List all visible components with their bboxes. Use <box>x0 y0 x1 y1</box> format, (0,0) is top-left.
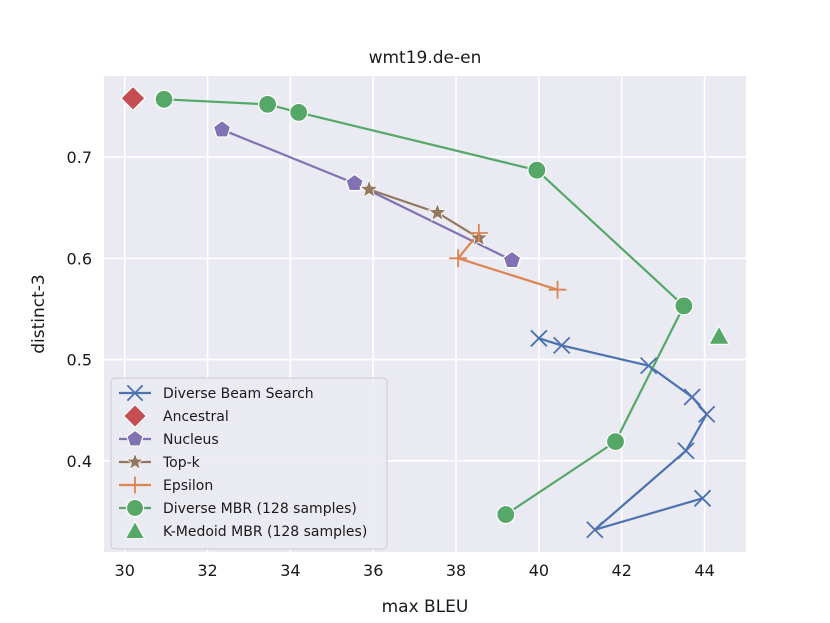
x-tick-label: 44 <box>694 561 714 580</box>
diverse-mbr-128-samples-point <box>527 160 547 180</box>
x-tick-label: 38 <box>446 561 466 580</box>
legend-item-ancestral: Ancestral <box>122 403 229 429</box>
epsilon-point <box>548 280 567 299</box>
diverse-beam-search-point <box>677 442 695 460</box>
x-tick-label: 40 <box>529 561 549 580</box>
legend-label: K-Medoid MBR (128 samples) <box>163 524 367 540</box>
k-medoid-mbr-128-samples-point <box>708 325 730 345</box>
x-tick-label: 36 <box>363 561 383 580</box>
x-tick-label: 34 <box>280 561 300 580</box>
legend-marker <box>126 476 144 494</box>
legend: Diverse Beam Search Ancestral Nucleus Top-k… <box>110 377 388 550</box>
legend-marker <box>125 498 145 518</box>
x-tick-label: 32 <box>197 561 217 580</box>
legend-item-epsilon: Epsilon <box>119 476 213 494</box>
legend-item-k-medoid-mbr-128-samples: K-Medoid MBR (128 samples) <box>124 520 367 540</box>
legend-marker <box>125 451 145 471</box>
epsilon-point <box>449 249 468 268</box>
x-tick-label: 42 <box>612 561 632 580</box>
diverse-beam-search-point <box>586 521 604 539</box>
diverse-beam-search-point <box>698 405 716 423</box>
legend-item-diverse-mbr-128-samples: Diverse MBR (128 samples) <box>119 498 357 518</box>
nucleus-point <box>212 119 232 138</box>
diverse-beam-search-point <box>530 329 548 347</box>
x-tick-label: 30 <box>115 561 135 580</box>
nucleus-point <box>502 250 522 269</box>
diverse-mbr-128-samples-point <box>674 296 694 316</box>
top-k-point <box>358 178 380 199</box>
diverse-beam-search-point <box>683 388 701 406</box>
diverse-beam-search-point <box>693 489 712 507</box>
diverse-mbr-128-samples-point <box>496 504 516 525</box>
legend-marker <box>124 520 146 540</box>
legend-marker <box>122 403 148 429</box>
legend-label: Diverse MBR (128 samples) <box>163 501 357 517</box>
y-tick-label: 0.4 <box>67 452 92 471</box>
diverse-mbr-128-samples-point <box>289 102 309 123</box>
top-k-point <box>427 202 448 222</box>
diverse-mbr-128-samples-point <box>154 89 174 109</box>
legend-item-diverse-beam-search: Diverse Beam Search <box>119 384 314 402</box>
y-axis-label: distinct-3 <box>29 274 49 354</box>
y-tick-labels: 0.4 0.5 0.6 0.7 <box>67 148 92 471</box>
legend-label: Epsilon <box>163 478 213 494</box>
legend-item-top-k: Top-k <box>119 451 201 471</box>
legend-marker <box>126 429 144 447</box>
y-tick-label: 0.5 <box>67 351 92 370</box>
legend-label: Top-k <box>162 455 201 471</box>
legend-box <box>110 377 388 550</box>
diverse-beam-search-line <box>538 337 708 531</box>
diverse-mbr-128-samples-point <box>605 432 626 452</box>
x-axis-label: max BLEU <box>382 597 469 617</box>
x-tick-labels: 30 32 34 36 38 40 42 44 <box>115 561 715 580</box>
epsilon-point <box>469 223 488 242</box>
ancestral-point <box>120 85 146 112</box>
y-tick-label: 0.7 <box>67 148 92 167</box>
series-markers <box>120 85 730 539</box>
legend-marker <box>126 384 144 402</box>
chart-title: wmt19.de-en <box>369 48 482 68</box>
legend-label: Diverse Beam Search <box>163 386 314 402</box>
legend-label: Ancestral <box>163 409 229 425</box>
y-tick-label: 0.6 <box>67 249 92 268</box>
legend-item-nucleus: Nucleus <box>119 429 219 448</box>
legend-label: Nucleus <box>163 432 219 448</box>
nucleus-point <box>345 173 364 192</box>
diverse-beam-search-point <box>640 357 658 375</box>
diverse-beam-search-point <box>553 336 571 355</box>
diverse-mbr-128-samples-point <box>258 94 278 114</box>
